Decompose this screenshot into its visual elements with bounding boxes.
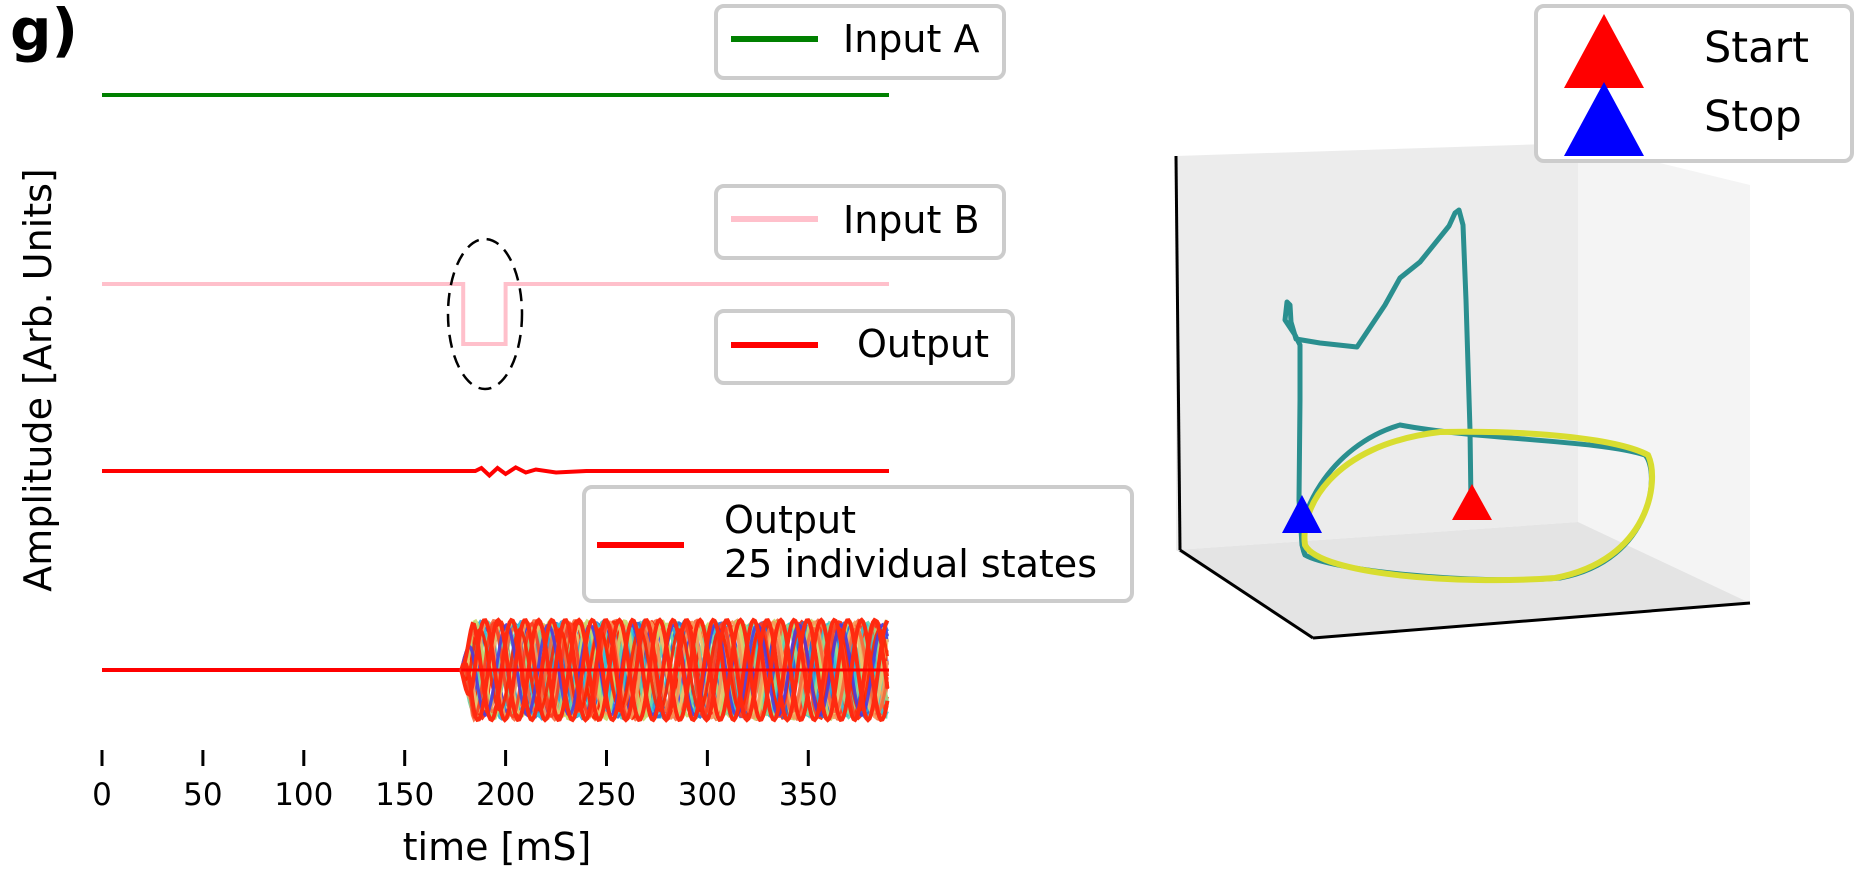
x-tick-label: 250 <box>577 777 636 813</box>
x-tick-label: 350 <box>779 777 838 813</box>
x-tick-label: 100 <box>274 777 333 813</box>
legend-output-states: Output 25 individual states <box>582 485 1134 603</box>
left-panel: Amplitude [Arb. Units] 0 50 100 150 200 250 30… <box>16 4 1134 869</box>
legend-label-input-a: Input A <box>843 17 979 61</box>
x-tick-label: 150 <box>375 777 434 813</box>
legend-input-b: Input B <box>714 184 1006 260</box>
legend-label-stop: Stop <box>1704 92 1802 142</box>
x-tick-label: 0 <box>92 777 112 813</box>
legend-label-output-states-line2: 25 individual states <box>724 542 1097 586</box>
legend-label-output: Output <box>857 322 989 366</box>
x-axis-line-3d <box>1179 548 1314 640</box>
legend-label-start: Start <box>1704 23 1809 73</box>
right-pane <box>1578 143 1750 603</box>
legend-output: Output <box>714 309 1015 385</box>
legend-box <box>714 184 1006 260</box>
x-tick-label: 50 <box>183 777 222 813</box>
x-tick-label: 200 <box>476 777 535 813</box>
output-state-highlight-1 <box>459 617 890 723</box>
trace-output <box>102 465 889 479</box>
legend-label-input-b: Input B <box>843 198 980 242</box>
legend-box <box>582 485 1134 603</box>
back-pane <box>1176 143 1578 550</box>
pulse-highlight-ellipse <box>446 237 524 391</box>
start-marker <box>1452 484 1492 520</box>
legend-start-marker <box>1564 14 1644 88</box>
right-panel-3d: Start Stop <box>1174 4 1854 640</box>
trajectory-path <box>1282 207 1474 556</box>
x-axis-label: time [mS] <box>403 825 592 869</box>
x-tick-label: 300 <box>678 777 737 813</box>
y-axis-line-3d <box>1312 601 1751 640</box>
output-state-highlight-3 <box>459 618 890 723</box>
x-axis: 0 50 100 150 200 250 300 350 <box>92 750 838 813</box>
legend-box <box>714 4 1006 80</box>
legend-label-output-states-line1: Output <box>724 498 856 542</box>
left-traces <box>102 93 890 723</box>
legend-box <box>714 309 1015 385</box>
z-axis-line <box>1174 155 1182 551</box>
stop-marker <box>1282 495 1322 533</box>
y-axis-label: Amplitude [Arb. Units] <box>16 168 60 592</box>
legend-input-a: Input A <box>714 4 1006 80</box>
panel-label: g) <box>10 0 78 64</box>
legend-3d: Start Stop <box>1534 4 1854 163</box>
legend-stop-marker <box>1564 82 1644 156</box>
trajectory-loop-yellow <box>1301 428 1656 584</box>
trace-input-b <box>102 282 889 346</box>
